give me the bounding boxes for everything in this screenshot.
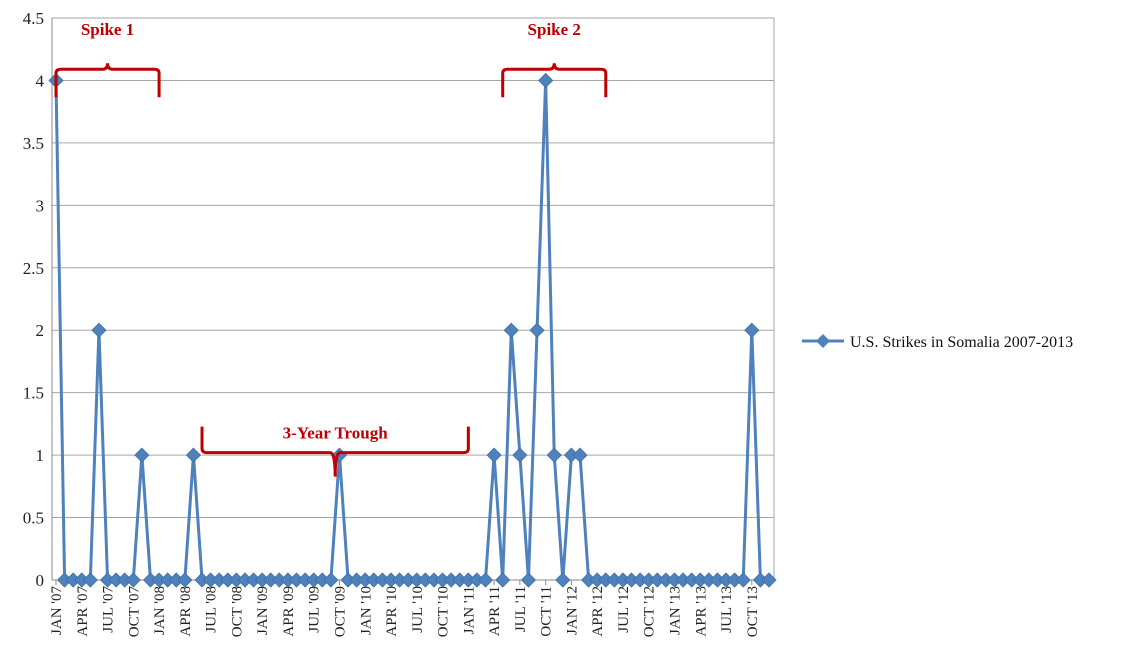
x-tick-label: OCT '13 [745,586,761,637]
data-point [538,72,554,89]
spike-1-label: Spike 1 [81,20,134,39]
data-point [744,322,760,338]
data-point [82,572,98,588]
y-tick-label: 4.5 [23,9,44,28]
y-tick-label: 2.5 [23,259,44,278]
annotations: Spike 1 Spike 2 3-Year Trough [54,20,608,477]
x-tick-label: JUL '08 [204,586,220,633]
spike-2-label: Spike 2 [528,20,581,39]
x-tick-label: OCT '12 [642,586,658,637]
trough-label: 3-Year Trough [283,424,389,443]
x-tick-label: JUL '11 [513,586,529,632]
x-tick-label: JAN '07 [49,586,65,635]
x-tick-label: APR '12 [590,586,606,637]
data-point [555,572,571,588]
x-tick-label: APR '13 [693,586,709,637]
x-tick-label: JAN '10 [358,586,374,635]
x-tick-label: JAN '08 [152,586,168,635]
data-point [520,572,537,588]
x-axis-ticks: JAN '07 APR '07 JUL '07 OCT '07 JAN '08 APR '… [49,580,761,637]
gridlines [52,17,774,519]
data-point [503,322,519,338]
x-tick-label: OCT '11 [539,586,555,637]
x-tick-label: APR '07 [75,586,91,637]
series-group [48,72,777,588]
y-tick-label: 4 [36,71,45,90]
data-point [735,572,751,588]
legend-marker [816,334,830,348]
data-point [177,572,193,588]
x-tick-label: APR '10 [384,586,400,637]
x-tick-label: APR '11 [487,586,503,636]
x-tick-label: JUL '10 [410,586,426,633]
x-tick-label: JUL '09 [307,586,323,633]
y-tick-label: 3 [36,196,45,215]
y-tick-label: 3.5 [23,134,44,153]
legend: U.S. Strikes in Somalia 2007-2013 [802,334,1073,351]
y-axis-ticks: 0 0.5 1 1.5 2 2.5 3 3.5 4 4.5 [23,9,45,590]
data-point [185,447,202,463]
data-point [323,572,339,588]
x-tick-label: OCT '08 [229,586,245,637]
x-tick-label: APR '09 [281,586,297,637]
data-point [761,572,777,588]
x-tick-label: JAN '13 [668,586,684,635]
data-point [546,447,562,463]
axes [51,18,775,581]
x-tick-label: JAN '12 [564,586,580,635]
y-tick-label: 0.5 [23,509,44,528]
trough-brace [200,426,470,477]
y-tick-label: 1 [36,446,45,465]
y-tick-label: 1.5 [23,384,44,403]
x-tick-label: OCT '07 [126,586,142,638]
data-point [512,447,528,463]
x-tick-label: APR '08 [178,586,194,637]
x-tick-label: JUL '07 [101,586,117,633]
data-point [91,322,107,338]
legend-label: U.S. Strikes in Somalia 2007-2013 [850,334,1073,351]
data-point [572,447,588,463]
x-tick-label: JAN '09 [255,586,271,635]
data-point [125,572,141,588]
x-tick-label: OCT '10 [436,586,452,637]
data-point [529,322,545,338]
y-tick-label: 2 [36,321,45,340]
data-point [134,447,150,463]
data-point [486,447,502,463]
y-tick-label: 0 [36,571,45,590]
x-tick-label: OCT '09 [332,586,348,637]
x-tick-label: JAN '11 [461,586,477,634]
x-tick-label: JUL '13 [719,586,735,633]
data-point [495,572,511,588]
data-point [477,572,494,588]
x-tick-label: JUL '12 [616,586,632,633]
